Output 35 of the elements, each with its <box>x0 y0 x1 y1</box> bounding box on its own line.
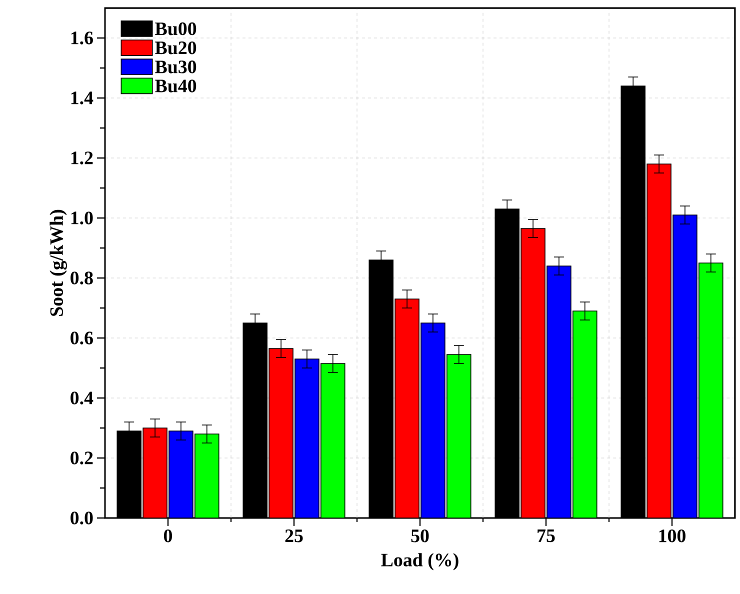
y-tick-label: 0.6 <box>70 332 93 344</box>
y-tick-label: 1.2 <box>71 152 93 164</box>
y-tick-label: 0.0 <box>70 512 93 524</box>
x-tick-label: 25 <box>285 529 303 542</box>
bar <box>269 348 294 518</box>
legend-label: Bu20 <box>155 41 196 54</box>
x-axis-title: Load (%) <box>381 553 458 570</box>
legend-label: Bu30 <box>155 60 196 74</box>
bar <box>295 359 319 518</box>
bar <box>446 354 471 518</box>
bar <box>646 164 672 518</box>
bar <box>395 298 420 518</box>
x-tick-label: 0 <box>164 530 172 542</box>
bar <box>521 228 546 518</box>
bar <box>547 266 571 518</box>
x-tick-label: 75 <box>538 529 555 542</box>
bar <box>698 262 724 518</box>
x-tick-label: 50 <box>411 530 429 542</box>
y-tick-label: 1.4 <box>71 92 94 104</box>
bar <box>672 214 698 518</box>
legend-label: Bu40 <box>155 80 196 92</box>
y-tick-label: 1.6 <box>71 32 93 44</box>
bar <box>320 364 345 518</box>
legend-label: Bu00 <box>155 22 196 36</box>
y-axis-title: Soot (g/kWh) <box>50 210 67 316</box>
bar <box>572 310 597 518</box>
y-tick-label: 0.8 <box>70 272 93 284</box>
x-tick-label: 100 <box>659 530 686 542</box>
bar <box>143 428 168 518</box>
y-tick-label: 0.4 <box>70 392 94 404</box>
bar <box>168 431 193 518</box>
bar <box>194 434 219 518</box>
y-tick-label: 0.2 <box>70 452 93 464</box>
y-tick-label: 1.0 <box>71 212 93 224</box>
bar <box>421 322 445 518</box>
